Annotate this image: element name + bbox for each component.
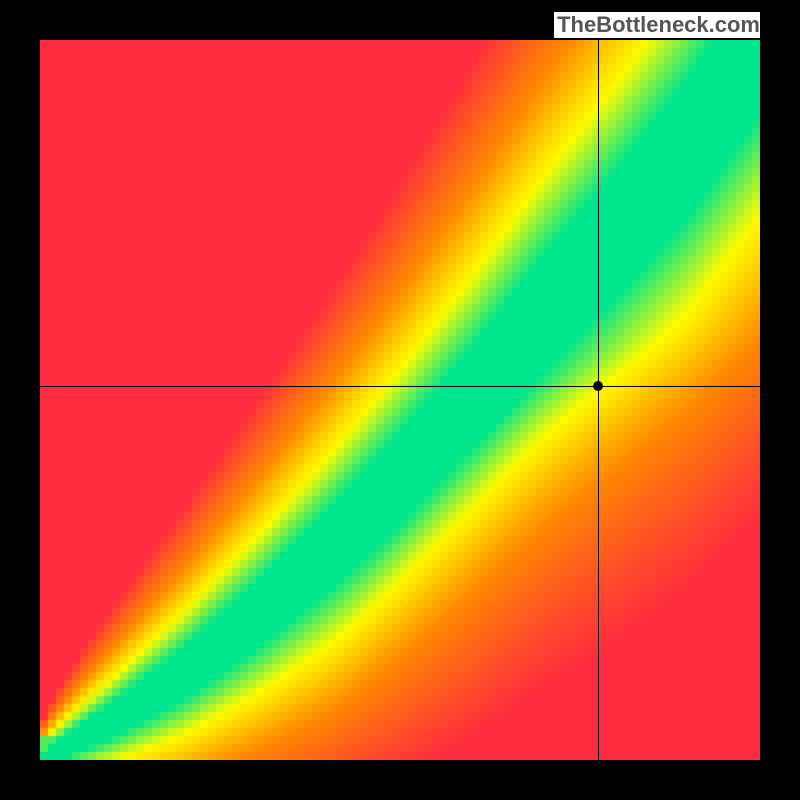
crosshair-vertical bbox=[598, 40, 599, 760]
heatmap-canvas bbox=[40, 40, 760, 760]
chart-container: TheBottleneck.com bbox=[0, 0, 800, 800]
watermark-text: TheBottleneck.com bbox=[554, 12, 760, 38]
heatmap-plot bbox=[40, 40, 760, 760]
crosshair-horizontal bbox=[40, 386, 760, 387]
crosshair-marker bbox=[593, 381, 603, 391]
